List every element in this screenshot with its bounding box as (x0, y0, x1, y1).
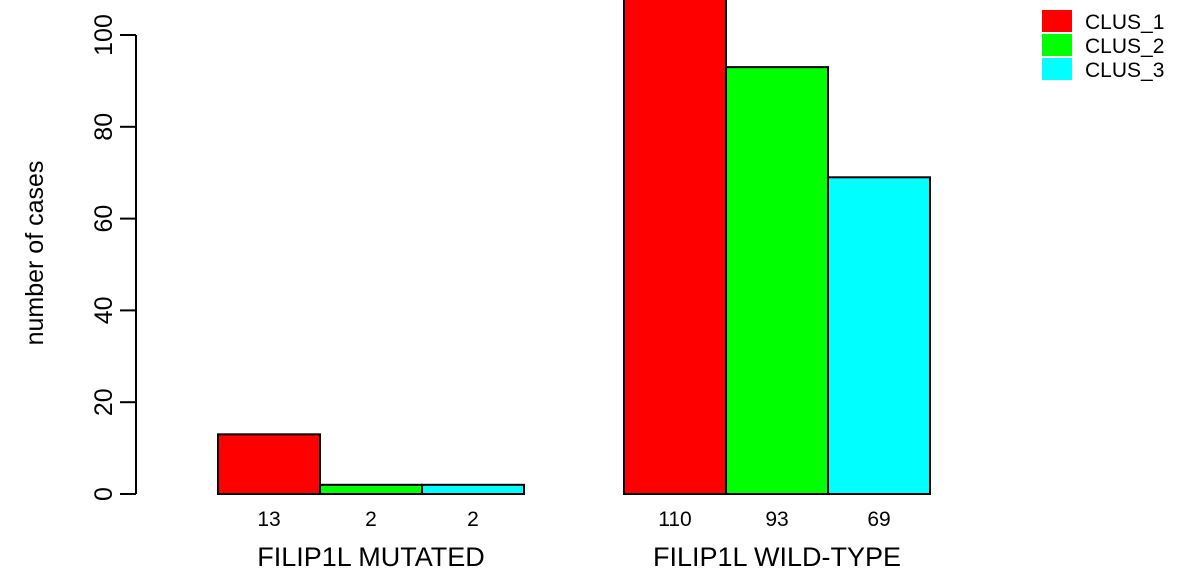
y-tick-label: 100 (90, 14, 118, 56)
y-axis: 0 20 40 60 80 100 (90, 14, 137, 501)
legend-label: CLUS_3 (1085, 59, 1164, 82)
count-label: 93 (765, 508, 788, 531)
y-axis-title: number of cases (21, 161, 49, 346)
legend-swatch (1042, 58, 1072, 80)
legend-label: CLUS_1 (1085, 11, 1164, 34)
count-label: 69 (867, 508, 890, 531)
y-tick-label: 60 (90, 205, 118, 233)
legend-label: CLUS_2 (1085, 35, 1164, 58)
bar-clus-3-group-1 (421, 483, 525, 496)
y-tick-label: 20 (90, 388, 118, 416)
count-label: 2 (467, 508, 479, 531)
count-label: 2 (365, 508, 377, 531)
group-label: FILIP1L WILD-TYPE (653, 542, 901, 572)
y-tick-label: 0 (90, 487, 118, 501)
bars-layer (217, 0, 931, 496)
bar-clus-3-group-2 (827, 176, 931, 495)
x-labels-layer: 13 2 2 FILIP1L MUTATED 110 93 69 FILIP1L WILD-T… (257, 508, 901, 572)
bar-clus-2-group-1 (319, 483, 423, 496)
y-tick-label: 40 (90, 296, 118, 324)
bar-clus-1-group-2 (623, 0, 727, 495)
legend-swatch (1042, 10, 1072, 32)
bar-clus-1-group-1 (217, 433, 321, 495)
group-label: FILIP1L MUTATED (257, 542, 485, 572)
count-label: 13 (257, 508, 280, 531)
legend-swatch (1042, 34, 1072, 56)
y-tick-label: 80 (90, 113, 118, 141)
count-label: 110 (658, 508, 691, 531)
bar-clus-2-group-2 (725, 66, 829, 495)
